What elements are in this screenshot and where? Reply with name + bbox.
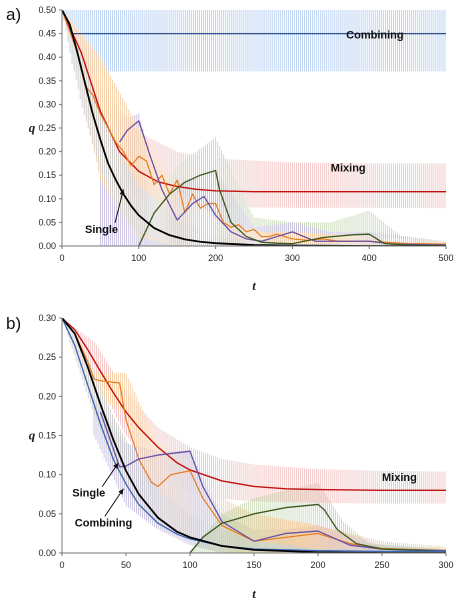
error-band bbox=[63, 10, 446, 72]
annotation-arrow bbox=[104, 488, 124, 517]
annotation-label: Combining bbox=[75, 517, 132, 529]
x-tick-label: 100 bbox=[131, 253, 146, 263]
y-tick-label: 0.15 bbox=[38, 431, 56, 441]
y-tick-label: 0.45 bbox=[38, 29, 56, 39]
x-tick-label: 200 bbox=[310, 560, 325, 570]
series-line-8 bbox=[189, 503, 446, 553]
annotation-label: Combining bbox=[346, 29, 403, 41]
y-tick-label: 0.30 bbox=[38, 99, 56, 109]
x-tick-label: 50 bbox=[121, 560, 131, 570]
annotation-label: Single bbox=[72, 488, 105, 500]
x-tick-label: 300 bbox=[285, 253, 300, 263]
arrow-head bbox=[119, 189, 125, 196]
y-axis-label: q bbox=[29, 120, 36, 135]
y-tick-label: 0.15 bbox=[38, 170, 56, 180]
error-band bbox=[63, 12, 446, 246]
x-tick-label: 100 bbox=[182, 560, 197, 570]
error-band bbox=[63, 14, 446, 246]
plot-area bbox=[62, 10, 446, 246]
x-tick-label: 0 bbox=[59, 253, 64, 263]
panel-label: b) bbox=[6, 314, 21, 333]
series-line-6 bbox=[62, 318, 446, 552]
y-tick-label: 0.05 bbox=[38, 217, 56, 227]
series-line-7 bbox=[99, 411, 446, 552]
x-axis-label: t bbox=[252, 586, 256, 601]
y-tick-label: 0.25 bbox=[38, 123, 56, 133]
annotation-label: Single bbox=[85, 224, 118, 236]
error-band bbox=[63, 12, 446, 209]
annotation-label: Mixing bbox=[331, 162, 366, 174]
x-tick-label: 150 bbox=[246, 560, 261, 570]
chart-panel-2: 0.00 0.05 0.10 0.15 0.20 0.25 0.30 0 50 100 150 200… bbox=[6, 313, 454, 601]
arrow-head bbox=[113, 462, 119, 469]
x-tick-label: 200 bbox=[208, 253, 223, 263]
annotation-label: Mixing bbox=[382, 472, 417, 484]
x-tick-label: 500 bbox=[438, 253, 453, 263]
y-tick-label: 0.25 bbox=[38, 352, 56, 362]
y-tick-label: 0.40 bbox=[38, 52, 56, 62]
y-tick-label: 0.20 bbox=[38, 391, 56, 401]
y-axis-label: q bbox=[29, 428, 36, 443]
series-line-11 bbox=[62, 10, 446, 246]
panel-label: a) bbox=[6, 5, 21, 24]
annotation-arrow bbox=[114, 189, 124, 223]
y-tick-label: 0.10 bbox=[38, 470, 56, 480]
x-tick-label: 400 bbox=[362, 253, 377, 263]
y-tick-label: 0.10 bbox=[38, 194, 56, 204]
series-line-7 bbox=[62, 10, 446, 193]
error-band bbox=[189, 482, 446, 553]
series-line-5 bbox=[62, 318, 446, 492]
y-tick-label: 0.00 bbox=[38, 241, 56, 251]
y-tick-label: 0.20 bbox=[38, 147, 56, 157]
plot-area bbox=[62, 318, 446, 553]
x-tick-label: 250 bbox=[374, 560, 389, 570]
series-line-10 bbox=[138, 169, 446, 246]
series-line-9 bbox=[119, 120, 446, 246]
x-tick-label: 300 bbox=[438, 560, 453, 570]
y-tick-label: 0.00 bbox=[38, 548, 56, 558]
x-axis-label: t bbox=[252, 278, 256, 293]
series-line-9 bbox=[62, 318, 446, 553]
y-tick-label: 0.35 bbox=[38, 76, 56, 86]
y-tick-label: 0.05 bbox=[38, 509, 56, 519]
arrow-head bbox=[118, 488, 124, 495]
chart-panel-1: 0.00 0.05 0.10 0.15 0.20 0.25 0.30 0.35 0.40 0.45… bbox=[6, 5, 454, 293]
x-tick-label: 0 bbox=[59, 560, 64, 570]
y-tick-label: 0.30 bbox=[38, 313, 56, 323]
series-line-10 bbox=[62, 318, 446, 553]
y-tick-label: 0.50 bbox=[38, 5, 56, 15]
